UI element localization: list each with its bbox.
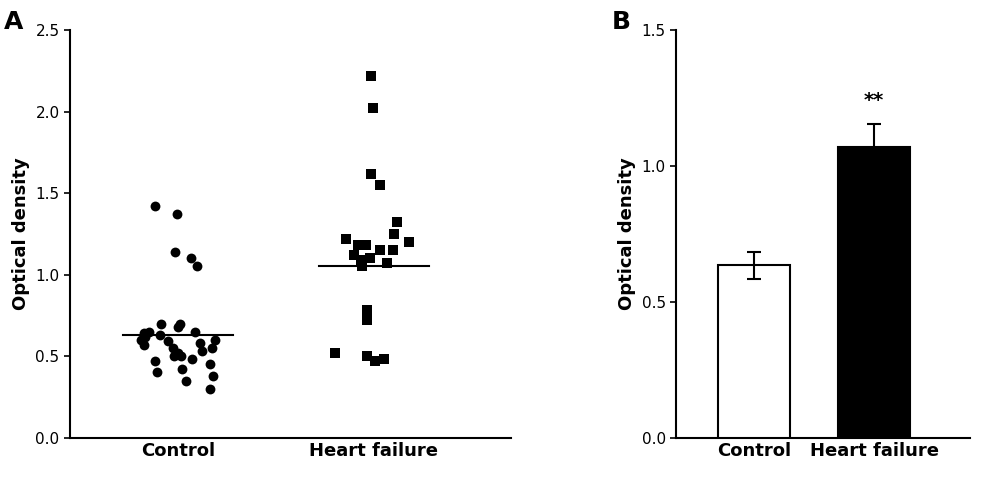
Point	[136, 329, 152, 338]
Point	[385, 246, 401, 254]
Point	[389, 218, 405, 226]
Point	[362, 255, 378, 263]
Point	[365, 105, 381, 113]
Bar	[838, 147, 910, 438]
Point	[147, 202, 163, 210]
Point	[183, 255, 199, 263]
Point	[153, 319, 169, 327]
Point	[170, 349, 186, 357]
Point	[338, 235, 354, 243]
Bar	[718, 265, 790, 438]
Point	[386, 230, 402, 238]
Text: A: A	[4, 10, 23, 34]
Point	[353, 256, 369, 264]
Point	[133, 336, 149, 344]
Point	[167, 248, 183, 256]
Point	[202, 360, 218, 368]
Point	[187, 327, 203, 336]
Point	[170, 323, 186, 331]
Point	[359, 316, 375, 324]
Point	[204, 344, 220, 352]
Point	[372, 181, 388, 189]
Point	[160, 338, 176, 346]
Point	[327, 349, 343, 357]
Point	[367, 357, 383, 365]
Point	[136, 341, 152, 349]
Point	[147, 357, 163, 365]
Point	[166, 352, 182, 360]
Point	[152, 331, 168, 339]
Point	[363, 72, 379, 80]
Point	[194, 347, 210, 355]
Point	[354, 263, 370, 271]
Point	[141, 327, 157, 336]
Point	[202, 385, 218, 393]
Point	[165, 344, 181, 352]
Point	[178, 377, 194, 385]
Point	[379, 259, 395, 267]
Point	[362, 255, 378, 263]
Y-axis label: Optical density: Optical density	[12, 157, 30, 310]
Point	[359, 306, 375, 314]
Point	[372, 246, 388, 254]
Point	[376, 355, 392, 363]
Point	[137, 332, 153, 341]
Text: **: **	[864, 92, 884, 110]
Point	[363, 170, 379, 178]
Point	[173, 352, 189, 360]
Y-axis label: Optical density: Optical density	[618, 157, 636, 310]
Point	[359, 352, 375, 360]
Point	[350, 241, 366, 249]
Point	[346, 251, 362, 259]
Point	[189, 263, 205, 271]
Point	[174, 365, 190, 373]
Point	[169, 210, 185, 218]
Point	[205, 372, 221, 380]
Point	[172, 319, 188, 327]
Point	[207, 336, 223, 344]
Point	[184, 355, 200, 363]
Point	[149, 368, 165, 376]
Point	[358, 241, 374, 249]
Text: B: B	[611, 10, 630, 34]
Point	[401, 238, 417, 246]
Point	[192, 339, 208, 347]
